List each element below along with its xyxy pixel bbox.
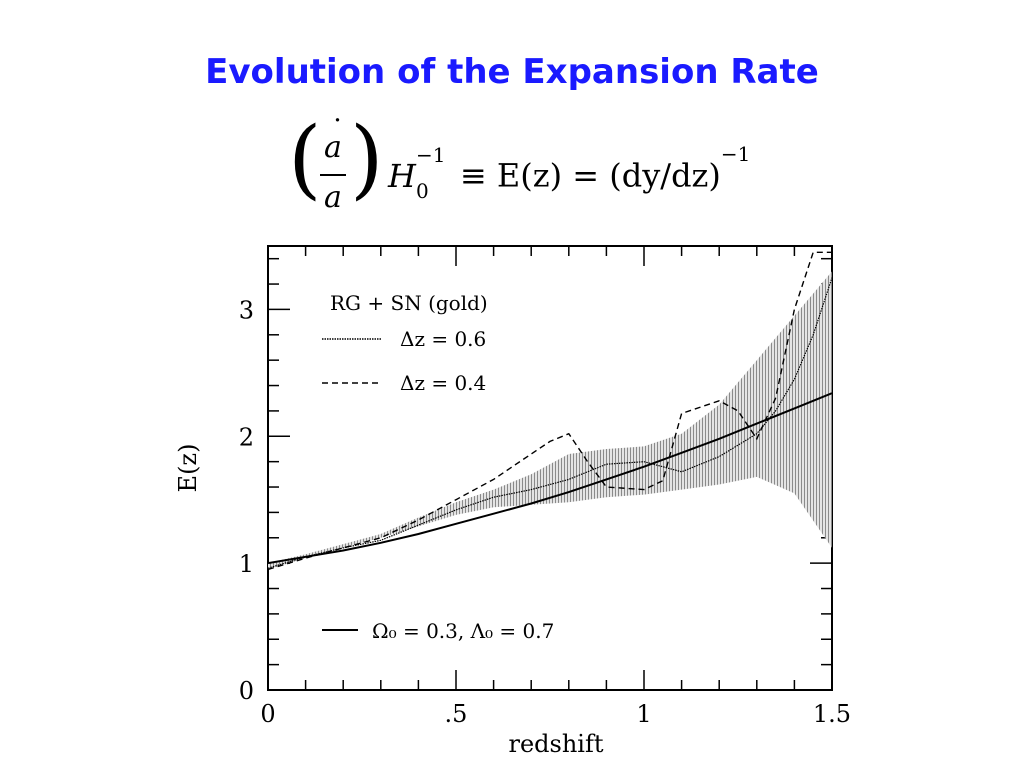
x-tick-label: 1	[636, 700, 651, 728]
x-tick-label: .5	[445, 700, 468, 728]
x-tick-label: 0	[260, 700, 275, 728]
uncertainty-band	[268, 271, 832, 570]
legend-model-label: Ω₀ = 0.3, Λ₀ = 0.7	[372, 619, 554, 643]
legend-label: Δz = 0.6	[400, 327, 486, 351]
legend-label: Δz = 0.4	[400, 371, 486, 395]
y-tick-label: 0	[239, 677, 254, 705]
x-axis-label: redshift	[508, 730, 603, 758]
series-dz-0.4-line	[268, 251, 832, 571]
equation-fraction-bar	[320, 174, 346, 176]
equation-left-paren: (	[288, 109, 322, 209]
y-tick-label: 2	[239, 423, 254, 451]
slide-title: Evolution of the Expansion Rate	[205, 52, 819, 92]
series-model-line	[268, 392, 832, 565]
x-tick-label: 1.5	[813, 700, 851, 728]
equation-rhs: H −1 0 ≡ E(z) = (dy/dz)−1	[388, 142, 751, 203]
equation-numerator: ˙ a	[324, 114, 345, 165]
legend-title: RG + SN (gold)	[330, 291, 488, 315]
equation-denominator: a	[324, 180, 342, 215]
y-tick-label: 1	[239, 550, 254, 578]
equation-right-paren: )	[350, 109, 384, 209]
equation: ( ˙ a a ) H −1 0 ≡ E(z) = (dy/dz)−1	[288, 114, 828, 222]
y-tick-label: 3	[239, 296, 254, 324]
y-axis-label: E(z)	[174, 444, 202, 493]
equation-dot: ˙	[330, 114, 345, 149]
equation-h0: H −1 0	[388, 142, 446, 203]
